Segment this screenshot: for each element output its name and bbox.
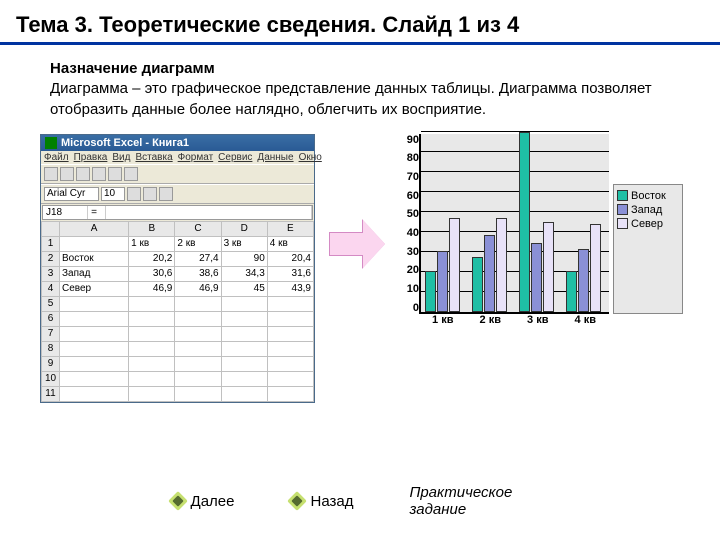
nav-bar: Далее Назад Практическое задание — [0, 484, 720, 518]
bar — [496, 218, 507, 312]
x-axis: 1 кв2 кв3 кв4 кв — [419, 314, 609, 326]
nav-next[interactable]: Далее — [171, 484, 235, 518]
legend: Восток Запад Север — [613, 184, 683, 314]
font-combo[interactable]: Arial Cyr — [44, 187, 99, 201]
bar-chart: 9080706050403020100 Восток Запад Север 1 к… — [395, 134, 685, 326]
menu-item[interactable]: Файл — [44, 152, 69, 163]
excel-window: Microsoft Excel - Книга1 Файл Правка Вид Вс… — [40, 134, 315, 403]
fx-label: = — [88, 206, 106, 219]
bar — [543, 222, 554, 312]
bar — [578, 249, 589, 312]
legend-item: Восток — [617, 190, 679, 202]
spreadsheet: ABCDE11 кв2 кв3 кв4 кв2Восток20,227,4902… — [41, 221, 314, 402]
paragraph-body: Диаграмма – это графическое представлени… — [50, 79, 670, 120]
toolbar-button[interactable] — [127, 187, 141, 201]
nav-label: Назад — [310, 493, 353, 510]
formula-bar: J18 = — [42, 205, 313, 220]
bar — [531, 243, 542, 312]
paragraph-heading: Назначение диаграмм — [50, 59, 670, 79]
menu-item[interactable]: Вид — [112, 152, 130, 163]
body-text: Назначение диаграмм Диаграмма – это граф… — [0, 45, 720, 130]
legend-item: Запад — [617, 204, 679, 216]
bullet-icon — [171, 494, 185, 508]
bar — [484, 235, 495, 312]
bar — [449, 218, 460, 312]
excel-format-toolbar: Arial Cyr 10 — [41, 184, 314, 204]
toolbar-button[interactable] — [124, 167, 138, 181]
bar — [566, 271, 577, 312]
toolbar-button[interactable] — [159, 187, 173, 201]
cell-ref[interactable]: J18 — [43, 206, 88, 219]
nav-back[interactable]: Назад — [290, 484, 353, 518]
nav-practical[interactable]: Практическое задание — [409, 484, 549, 518]
excel-titlebar: Microsoft Excel - Книга1 — [41, 135, 314, 151]
fontsize-combo[interactable]: 10 — [101, 187, 125, 201]
nav-label: Практическое задание — [409, 484, 549, 518]
content-row: Microsoft Excel - Книга1 Файл Правка Вид Вс… — [0, 130, 720, 403]
slide-title: Тема 3. Теоретические сведения. Слайд 1 … — [0, 0, 720, 45]
excel-title-text: Microsoft Excel - Книга1 — [61, 137, 189, 149]
menu-item[interactable]: Вставка — [135, 152, 172, 163]
toolbar-button[interactable] — [60, 167, 74, 181]
menu-item[interactable]: Сервис — [218, 152, 252, 163]
excel-icon — [45, 137, 57, 149]
toolbar-button[interactable] — [76, 167, 90, 181]
bar — [519, 132, 530, 312]
bullet-icon — [290, 494, 304, 508]
toolbar-button[interactable] — [44, 167, 58, 181]
formula-value[interactable] — [106, 206, 312, 219]
menu-item[interactable]: Окно — [299, 152, 322, 163]
excel-toolbar — [41, 164, 314, 184]
bar — [472, 257, 483, 312]
menu-item[interactable]: Правка — [74, 152, 108, 163]
y-axis: 9080706050403020100 — [395, 134, 419, 314]
arrow-icon — [325, 214, 385, 274]
bar — [437, 251, 448, 312]
bar — [590, 224, 601, 312]
toolbar-button[interactable] — [108, 167, 122, 181]
toolbar-button[interactable] — [92, 167, 106, 181]
legend-item: Север — [617, 218, 679, 230]
nav-label: Далее — [191, 493, 235, 510]
plot-area — [419, 134, 609, 314]
excel-menubar: ФайлПравкаВидВставкаФорматСервисДанныеОк… — [41, 151, 314, 164]
menu-item[interactable]: Формат — [178, 152, 214, 163]
menu-item[interactable]: Данные — [257, 152, 293, 163]
toolbar-button[interactable] — [143, 187, 157, 201]
bar — [425, 271, 436, 311]
